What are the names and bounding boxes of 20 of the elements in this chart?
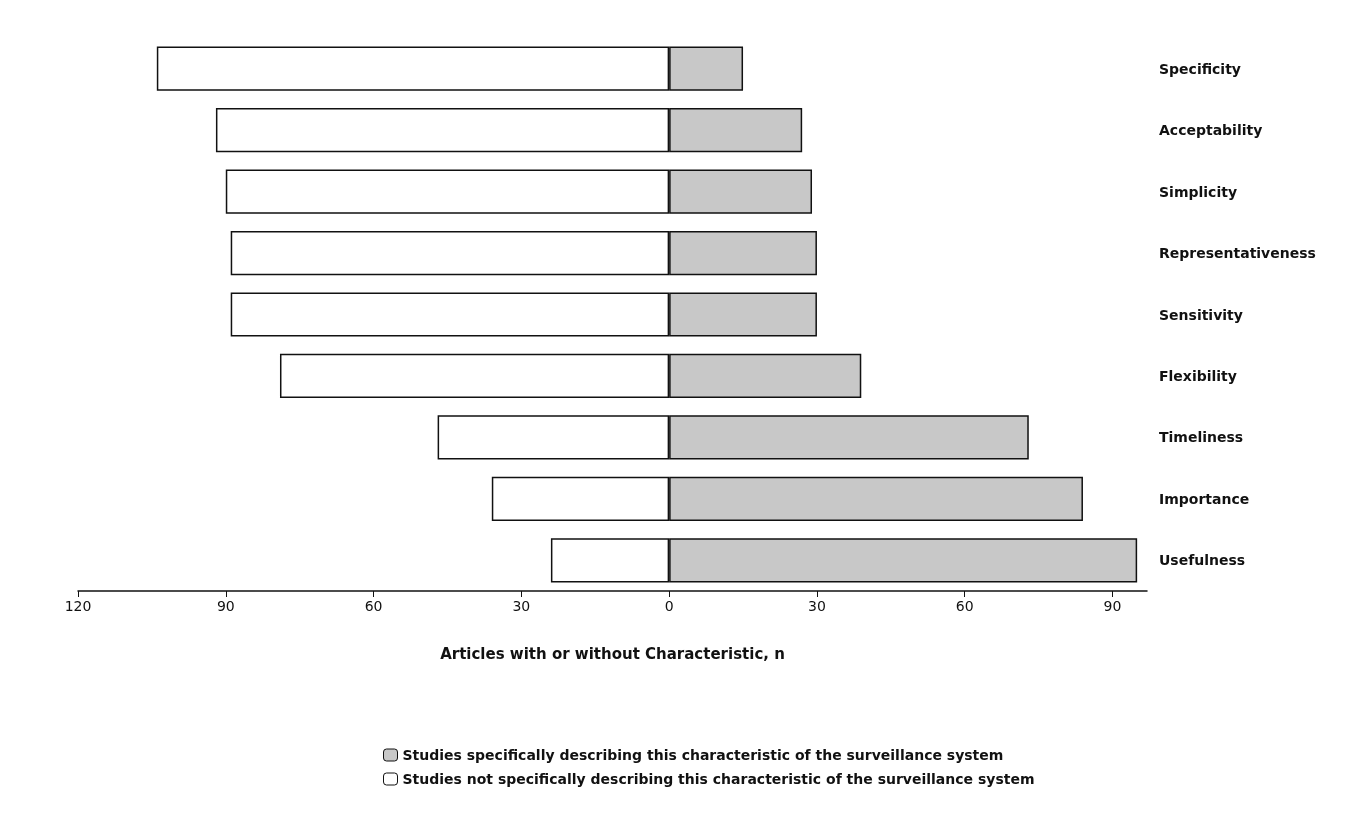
x-axis-title: Articles with or without Characteristic, n [440, 644, 785, 663]
x-tick-label: 60 [955, 598, 974, 614]
legend-label: Studies specifically describing this characteristic of the surveillance system [402, 747, 1004, 763]
x-tick-label: 0 [664, 598, 674, 614]
y-tick-label: Sensitivity [1159, 306, 1243, 323]
y-tick-label: Simplicity [1159, 183, 1238, 200]
y-tick-label: Specificity [1159, 60, 1241, 77]
x-tick-label: 30 [512, 598, 531, 614]
y-tick-label: Flexibility [1159, 367, 1237, 384]
x-tick-label: 30 [808, 598, 826, 614]
y-tick-label: Representativeness [1159, 245, 1316, 262]
x-tick-label: 90 [216, 598, 235, 614]
x-tick-label: 90 [1103, 598, 1122, 614]
legend-label: Studies not specifically describing this characteristic of the surveillance system [402, 771, 1035, 787]
y-tick-label: Importance [1159, 490, 1250, 507]
x-tick-label: 120 [64, 598, 92, 614]
x-tick-label: 60 [364, 598, 383, 614]
y-tick-label: Acceptability [1159, 122, 1263, 139]
y-tick-label: Usefulness [1159, 552, 1246, 569]
y-tick-label: Timeliness [1159, 429, 1244, 446]
